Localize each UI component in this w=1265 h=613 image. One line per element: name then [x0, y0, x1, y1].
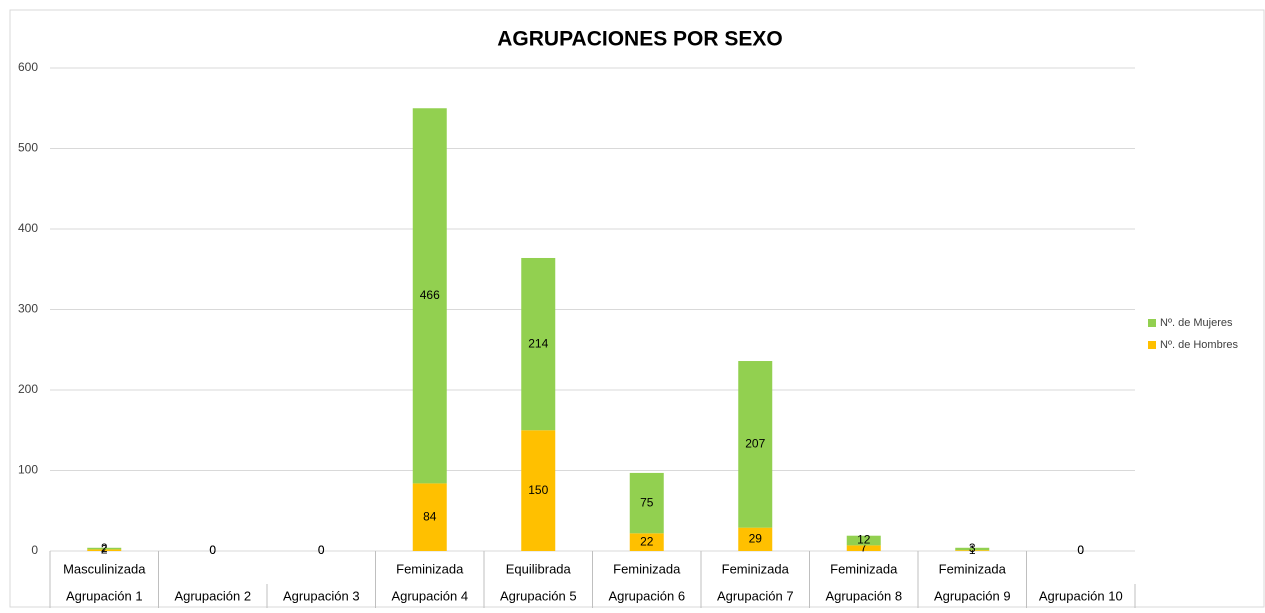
x-tick-label: Agrupación 7	[717, 588, 794, 603]
group-label: Feminizada	[830, 561, 898, 576]
data-label: 207	[745, 437, 765, 451]
data-label: 0	[318, 543, 325, 557]
bar-segment	[955, 547, 990, 551]
bar-segment	[955, 550, 990, 551]
data-label: 0	[1077, 543, 1084, 557]
y-tick-label: 600	[18, 60, 38, 74]
data-label: 0	[209, 543, 216, 557]
x-tick-label: Agrupación 10	[1039, 588, 1123, 603]
group-label: Masculinizada	[63, 561, 146, 576]
bar-segment	[87, 547, 122, 550]
data-label: 0	[318, 543, 325, 557]
x-tick-label: Agrupación 2	[174, 588, 251, 603]
data-label: 0	[209, 543, 216, 557]
data-label: 12	[857, 533, 871, 547]
bar-segment	[412, 483, 447, 551]
data-label: 84	[423, 509, 437, 523]
x-tick-label: Agrupación 4	[391, 588, 468, 603]
group-label: Feminizada	[939, 561, 1007, 576]
y-tick-label: 100	[18, 463, 38, 477]
bar-segment	[629, 472, 664, 534]
x-tick-label: Agrupación 9	[934, 588, 1011, 603]
legend-swatch	[1148, 319, 1156, 327]
bar-segment	[521, 430, 556, 551]
bar-segment	[521, 257, 556, 431]
data-label: 3	[969, 541, 976, 555]
x-tick-label: Agrupación 5	[500, 588, 577, 603]
data-label: 214	[528, 336, 548, 350]
group-label: Equilibrada	[506, 561, 572, 576]
data-label: 29	[749, 531, 763, 545]
bar-segment	[846, 545, 881, 551]
data-label: 150	[528, 483, 548, 497]
data-label: 75	[640, 495, 654, 509]
legend-swatch	[1148, 341, 1156, 349]
bar-segment	[412, 108, 447, 484]
group-label: Feminizada	[613, 561, 681, 576]
legend-label: Nº. de Hombres	[1160, 339, 1238, 351]
data-label: 0	[1077, 543, 1084, 557]
x-tick-label: Agrupación 3	[283, 588, 360, 603]
x-tick-label: Agrupación 6	[608, 588, 685, 603]
data-label: 466	[420, 288, 440, 302]
bar-segment	[738, 527, 773, 551]
y-tick-label: 0	[31, 543, 38, 557]
data-label: 2	[101, 541, 108, 555]
group-label: Feminizada	[396, 561, 464, 576]
chart-title: AGRUPACIONES POR SEXO	[497, 28, 783, 51]
y-tick-label: 400	[18, 221, 38, 235]
bar-segment	[738, 361, 773, 528]
bar-segment	[87, 549, 122, 551]
y-tick-label: 500	[18, 141, 38, 155]
bar-segment	[629, 533, 664, 551]
x-tick-label: Agrupación 8	[825, 588, 902, 603]
data-label: 22	[640, 534, 654, 548]
data-label: 7	[860, 540, 867, 554]
y-tick-label: 200	[18, 382, 38, 396]
group-label: Feminizada	[722, 561, 790, 576]
legend-label: Nº. de Mujeres	[1160, 317, 1233, 329]
bar-segment	[846, 535, 881, 546]
x-tick-label: Agrupación 1	[66, 588, 143, 603]
y-tick-label: 300	[18, 302, 38, 316]
